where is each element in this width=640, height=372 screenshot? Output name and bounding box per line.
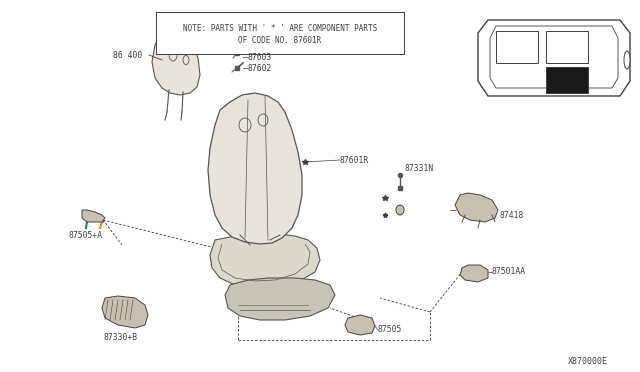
Text: 87418: 87418 (500, 211, 524, 219)
Polygon shape (490, 26, 618, 88)
Text: 87505+A: 87505+A (68, 231, 102, 240)
Bar (496, 31, 538, 63)
Polygon shape (82, 210, 105, 222)
Text: 87505: 87505 (378, 326, 403, 334)
Text: 87601R: 87601R (340, 155, 369, 164)
Text: NOTE: PARTS WITH ' * ' ARE COMPONENT PARTS: NOTE: PARTS WITH ' * ' ARE COMPONENT PAR… (183, 23, 377, 32)
Text: 87501AA: 87501AA (492, 267, 526, 276)
Ellipse shape (624, 51, 630, 69)
Bar (546, 67, 588, 93)
Text: 87330+B: 87330+B (103, 334, 137, 343)
Polygon shape (102, 296, 148, 328)
Bar (546, 31, 588, 63)
Text: 87603: 87603 (248, 52, 273, 61)
Text: X870000E: X870000E (568, 357, 608, 366)
Polygon shape (478, 20, 630, 96)
Polygon shape (225, 278, 335, 320)
Text: 87602: 87602 (248, 64, 273, 73)
FancyBboxPatch shape (156, 12, 404, 54)
Text: OF CODE NO. 87601R: OF CODE NO. 87601R (238, 35, 322, 45)
Text: 86 400: 86 400 (113, 51, 142, 60)
Polygon shape (460, 265, 488, 282)
Polygon shape (208, 93, 302, 244)
Polygon shape (152, 28, 200, 95)
Polygon shape (345, 315, 375, 335)
Ellipse shape (396, 205, 404, 215)
Text: 87331N: 87331N (405, 164, 435, 173)
Polygon shape (210, 234, 320, 288)
Polygon shape (455, 193, 498, 222)
